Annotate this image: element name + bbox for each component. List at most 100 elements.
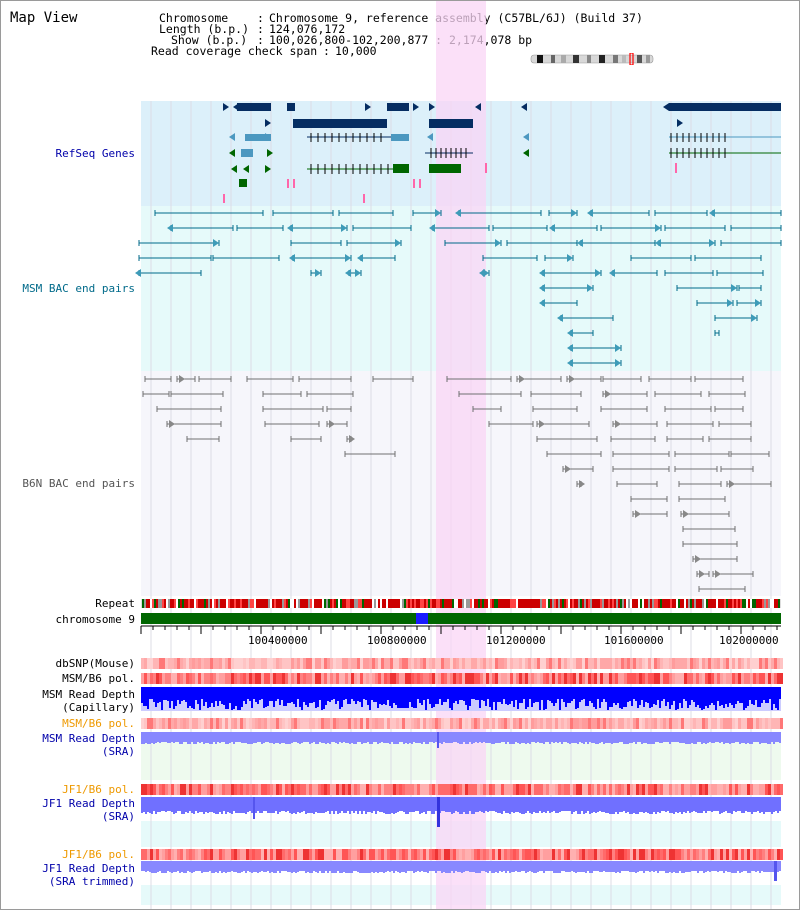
msm-capillary-depth-bar [299,687,301,707]
msm-pol2-cell [534,718,537,729]
repeat-element [658,599,660,608]
msm-sra-depth-bar [661,732,663,743]
track-label-repeat[interactable]: Repeat [95,597,135,610]
repeat-element [448,599,450,608]
track-label-jf1-depth-trim-1[interactable]: JF1 Read Depth [42,862,135,875]
repeat-element [274,599,276,608]
track-label-msm-b6-pol-1[interactable]: MSM/B6 pol. [62,672,135,685]
msm-capillary-depth-bar [673,687,675,701]
jf1-pol2-cell [567,849,570,860]
repeat-element [640,599,642,608]
jf1-pol2-cell [711,849,714,860]
jf1-trim-depth-bar [505,861,507,873]
jf1-trim-depth-bar [329,861,331,871]
repeat-element [296,599,298,608]
track-label-msm-depth-cap-1[interactable]: MSM Read Depth [42,688,135,701]
msm-pol-cell [480,673,483,684]
dbsnp-cell [594,658,597,669]
jf1-pol2-cell [705,849,708,860]
msm-sra-depth-bar [357,732,359,742]
jf1-sra-depth-bar [199,797,201,812]
msm-pol-cell [573,673,576,684]
msm-pol-cell [402,673,405,684]
track-label-msm-b6-pol-2[interactable]: MSM/B6 pol. [62,717,135,730]
repeat-element [712,599,714,608]
jf1-pol-cell [147,784,150,795]
bac-arrow [495,239,501,247]
track-label-b6n-bac[interactable]: B6N BAC end pairs [22,477,135,490]
bac-arrow [539,299,545,307]
track-label-jf1-depth-sra-1[interactable]: JF1 Read Depth [42,797,135,810]
jf1-sra-depth-bar [685,797,687,813]
jf1-trim-depth-bar [757,861,759,871]
jf1-sra-depth-bar [453,797,455,813]
jf1-trim-depth-bar [475,861,477,873]
chromosome-bar [141,613,781,624]
dbsnp-cell [438,658,441,669]
dbsnp-cell [321,658,324,669]
jf1-trim-depth-bar [609,861,611,872]
jf1-pol2-cell [342,849,345,860]
msm-sra-depth-bar [651,732,653,744]
jf1-sra-depth-bar [455,797,457,811]
jf1-pol2-cell [378,849,381,860]
jf1-pol-cell [531,784,534,795]
msm-sra-depth-bar [695,732,697,744]
dbsnp-cell [168,658,171,669]
repeat-element [702,599,704,608]
msm-pol-cell [492,673,495,684]
jf1-trim-depth-bar [411,861,413,871]
jf1-pol2-cell [642,849,645,860]
track-label-msm-depth-sra-1[interactable]: MSM Read Depth [42,732,135,745]
track-label-jf1-b6-pol-1[interactable]: JF1/B6 pol. [62,783,135,796]
msm-pol2-cell [258,718,261,729]
msm-pol-cell [513,673,516,684]
jf1-sra-depth-bar [373,797,375,811]
jf1-pol-cell [690,784,693,795]
track-label-dbsnp[interactable]: dbSNP(Mouse) [55,657,135,670]
strand-arrow [231,165,237,173]
bac-arrow [579,480,585,488]
msm-sra-depth-bar [255,732,257,743]
jf1-pol-cell [315,784,318,795]
repeat-element [322,599,324,608]
msm-pol-cell [282,673,285,684]
chromosome-ideogram[interactable] [529,53,657,65]
msm-sra-depth-bar [411,732,413,744]
msm-capillary-depth-bar [543,687,545,710]
jf1-sra-depth-bar [417,797,419,811]
msm-sra-depth-bar [169,732,171,743]
jf1-trim-depth-bar [205,861,207,872]
jf1-sra-depth-bar [653,797,655,812]
jf1-trim-depth-bar [605,861,607,872]
track-label-msm-bac[interactable]: MSM BAC end pairs [22,282,135,295]
dbsnp-cell [576,658,579,669]
jf1-sra-depth-bar [201,797,203,812]
msm-pol2-cell [540,718,543,729]
track-label-jf1-b6-pol-2[interactable]: JF1/B6 pol. [62,848,135,861]
jf1-pol2-cell [243,849,246,860]
msm-sra-depth-bar [677,732,679,742]
jf1-sra-depth-bar [265,797,267,811]
dbsnp-cell [645,658,648,669]
msm-capillary-depth-bar [777,687,779,710]
jf1-sra-depth-bar [531,797,533,814]
track-label-refseq[interactable]: RefSeq Genes [55,147,135,160]
msm-sra-depth-bar [461,732,463,744]
jf1-sra-depth-bar [461,797,463,814]
msm-capillary-depth-bar [415,687,417,708]
repeat-element [360,599,362,608]
repeat-element [376,599,378,608]
msm-sra-depth-bar [285,732,287,744]
jf1-pol2-cell [288,849,291,860]
jf1-trim-depth-bar [735,861,737,873]
jf1-pol2-cell [633,849,636,860]
dbsnp-cell [258,658,261,669]
msm-capillary-depth-bar [745,687,747,708]
jf1-pol2-cell [249,849,252,860]
msm-capillary-depth-bar [525,687,527,709]
msm-pol-cell [399,673,402,684]
repeat-element [756,599,758,608]
track-label-chromosome[interactable]: chromosome 9 [55,613,135,626]
